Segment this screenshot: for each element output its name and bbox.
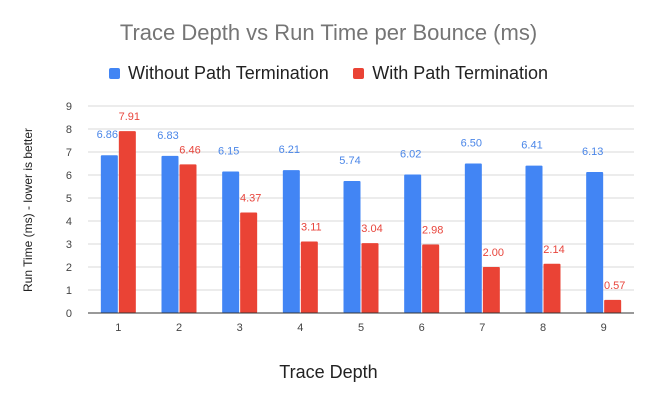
data-label: 4.37 [240,192,261,204]
y-tick-label: 1 [66,285,72,297]
data-label: 2.00 [483,247,504,259]
y-tick-label: 2 [66,262,72,274]
bar [300,241,318,313]
y-tick-label: 4 [66,216,72,228]
x-tick-label: 8 [540,322,546,334]
x-tick-label: 6 [419,322,425,334]
bar [100,155,118,313]
bar [240,212,258,313]
legend-label-without-termination: Without Path Termination [128,63,329,83]
data-label: 6.02 [400,149,421,161]
chart-title: Trace Depth vs Run Time per Bounce (ms) [119,20,538,45]
data-label: 6.15 [218,146,239,158]
data-label: 2.98 [422,224,443,236]
legend-label-with-termination: With Path Termination [372,63,548,83]
bar [179,164,197,313]
x-tick-label: 2 [176,322,182,334]
bar [525,165,543,313]
data-label: 6.21 [279,144,300,156]
data-label: 7.91 [119,111,140,123]
data-label: 3.04 [361,223,382,235]
x-axis-label: Trace Depth [279,362,378,382]
legend: Without Path Termination With Path Termi… [0,63,657,84]
legend-item-with-termination[interactable]: With Path Termination [353,63,548,84]
data-label: 0.57 [604,280,625,292]
y-tick-label: 8 [66,124,72,136]
data-label: 6.41 [521,140,542,152]
legend-swatch-red [353,68,365,79]
bar [604,299,622,313]
x-tick-label: 7 [479,322,485,334]
legend-swatch-blue [109,68,120,79]
y-tick-label: 3 [66,239,72,251]
bar [482,267,500,313]
y-tick-label: 5 [66,193,72,205]
data-label: 6.13 [582,146,603,158]
bar [464,163,482,313]
bar [161,155,179,313]
data-label: 2.14 [543,244,564,256]
bar [361,243,379,313]
y-tick-label: 0 [66,308,72,320]
x-tick-label: 4 [297,322,303,334]
data-label: 3.11 [301,221,322,233]
bar [222,171,240,313]
bar [586,172,604,313]
y-tick-label: 6 [66,170,72,182]
data-label: 6.46 [179,144,200,156]
data-label: 6.83 [157,130,178,142]
bar [118,131,136,313]
data-label: 6.50 [461,138,482,150]
legend-item-without-termination[interactable]: Without Path Termination [109,63,329,84]
bar [543,263,561,313]
x-tick-label: 5 [358,322,364,334]
x-tick-label: 1 [115,322,121,334]
bar [282,170,300,313]
bar [343,180,361,313]
y-tick-label: 7 [66,147,72,159]
data-label: 6.86 [97,129,118,141]
bar [404,174,422,313]
x-tick-label: 3 [237,322,243,334]
data-label: 5.74 [339,155,360,167]
bar [422,244,440,313]
y-tick-label: 9 [66,101,72,113]
y-axis-label: Run Time (ms) - lower is better [21,127,35,293]
x-tick-label: 9 [601,322,607,334]
